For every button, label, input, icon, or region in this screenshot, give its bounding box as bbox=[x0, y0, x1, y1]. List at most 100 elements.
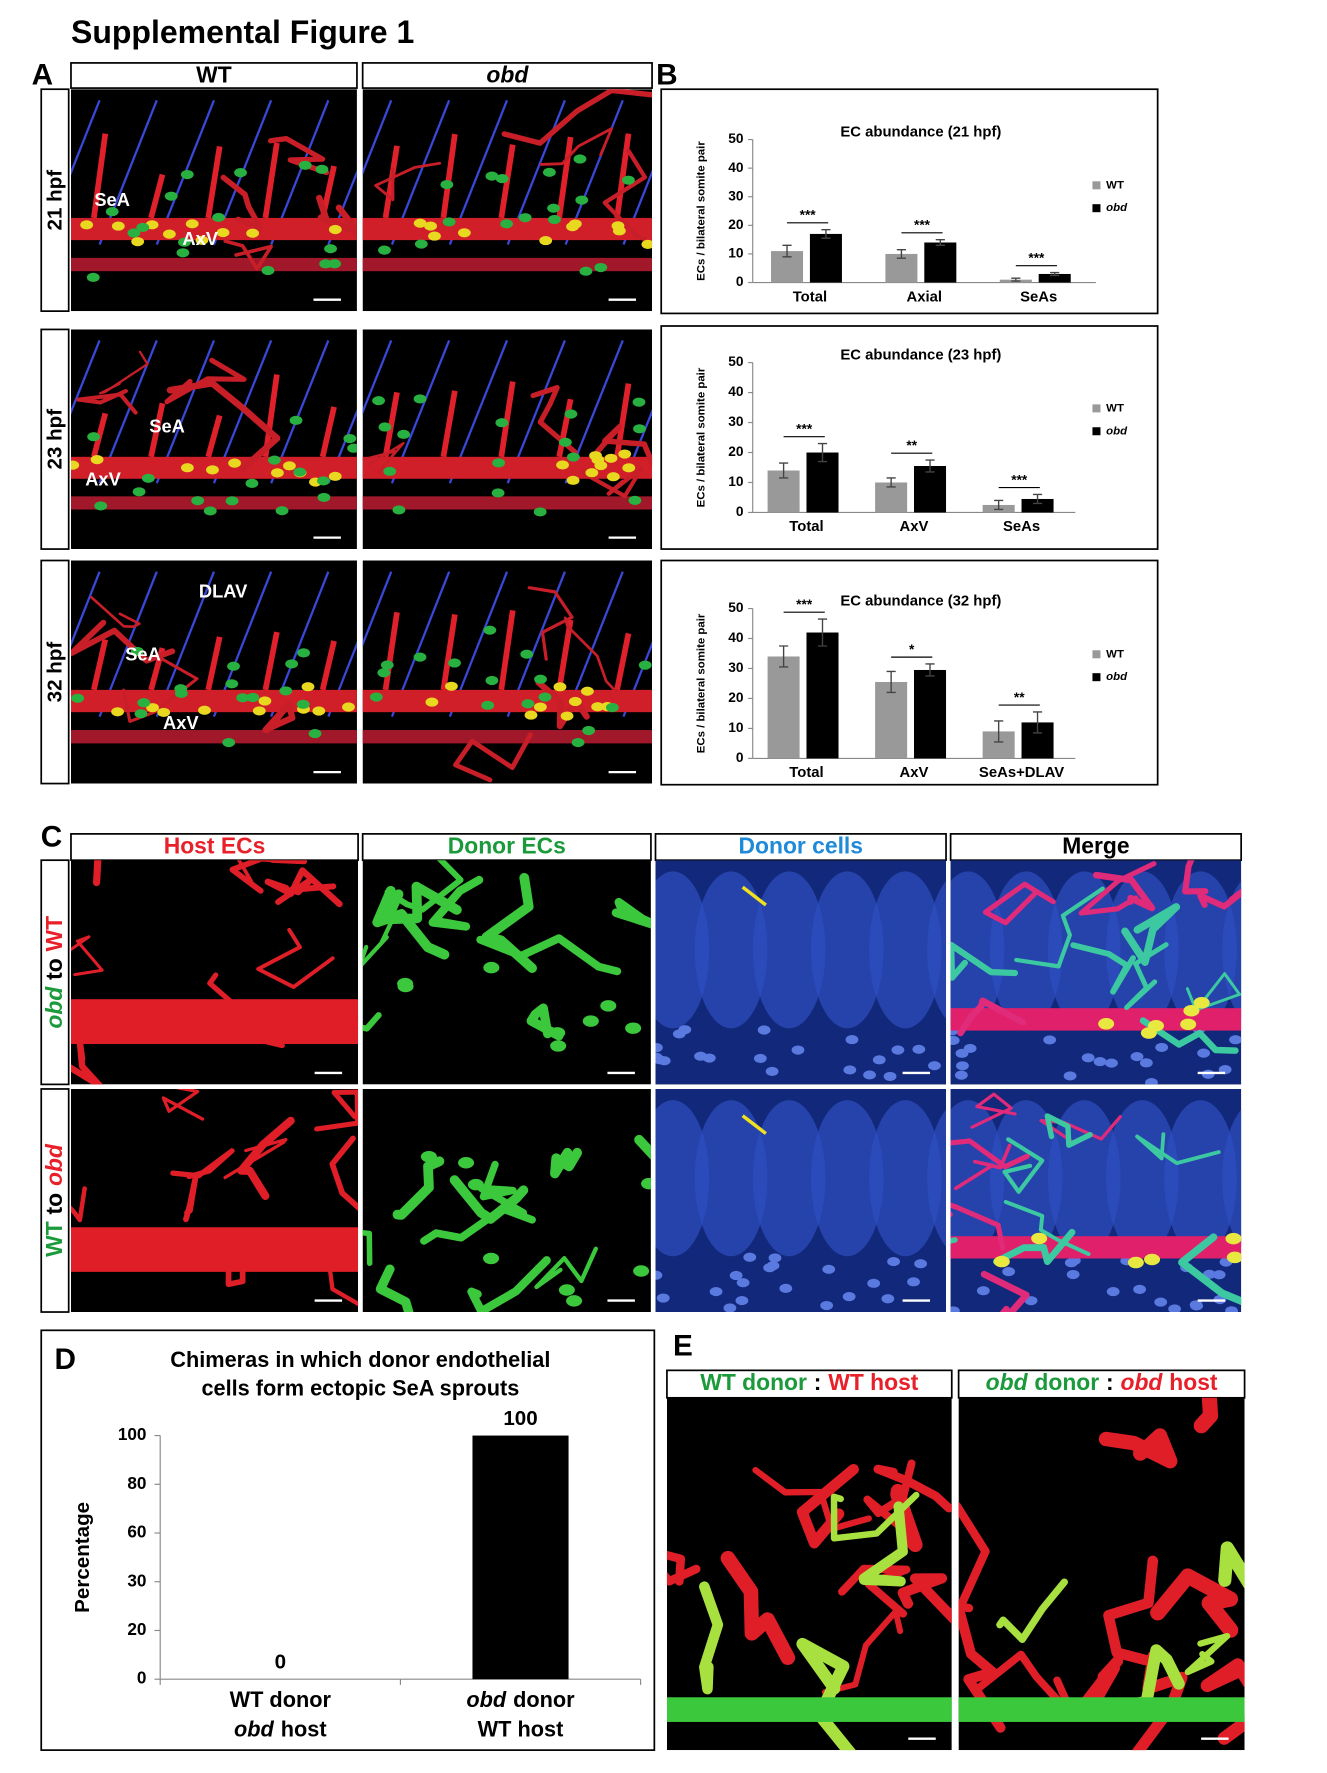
x-tick-label: Total bbox=[789, 765, 823, 781]
nucleus bbox=[275, 506, 289, 516]
muscle-cell bbox=[655, 871, 710, 1029]
error-bar bbox=[935, 238, 945, 247]
bar bbox=[924, 242, 957, 283]
vessel bbox=[563, 616, 618, 693]
significance: *** bbox=[796, 597, 813, 612]
y-axis-label: ECs / bilateral somite pair bbox=[695, 141, 707, 281]
micrograph bbox=[70, 860, 359, 1085]
chart-title: EC abundance (32 hpf) bbox=[840, 594, 1001, 610]
legend-label: WT bbox=[1106, 179, 1124, 191]
y-tick-label: 0 bbox=[137, 1668, 147, 1688]
nucleus bbox=[203, 506, 217, 516]
nucleus bbox=[1105, 1058, 1118, 1068]
nucleus bbox=[1031, 1232, 1048, 1245]
y-tick-label: 0 bbox=[736, 274, 744, 289]
nucleus bbox=[261, 265, 275, 276]
nucleus bbox=[534, 674, 547, 684]
nucleus bbox=[594, 262, 608, 273]
nucleus bbox=[164, 191, 178, 201]
nucleus bbox=[206, 465, 219, 475]
vessel-band bbox=[70, 999, 359, 1045]
nucleus bbox=[1133, 1284, 1146, 1294]
muscle-cell bbox=[694, 1100, 768, 1257]
legend-swatch bbox=[1092, 650, 1101, 659]
frame bbox=[660, 88, 1159, 315]
vessel bbox=[1103, 1555, 1159, 1666]
muscle-cell bbox=[869, 871, 942, 1029]
muscle-cell bbox=[1222, 1109, 1242, 1247]
bar bbox=[914, 669, 947, 759]
legend-label: obd bbox=[1106, 671, 1128, 683]
nucleus bbox=[467, 1178, 484, 1191]
nucleus bbox=[912, 1044, 926, 1054]
x-tick-label: WT host bbox=[478, 1716, 564, 1741]
nucleus bbox=[779, 1283, 793, 1293]
frame bbox=[70, 62, 358, 89]
error-bar bbox=[886, 670, 896, 694]
vessel bbox=[362, 915, 396, 967]
sprout bbox=[148, 402, 166, 458]
nucleus bbox=[485, 675, 499, 686]
nucleus bbox=[195, 235, 209, 245]
legend-swatch bbox=[1092, 673, 1101, 682]
nucleus bbox=[174, 684, 188, 694]
sprout bbox=[319, 406, 337, 458]
legend-swatch bbox=[1092, 427, 1101, 436]
x-tick-label: AxV bbox=[900, 765, 929, 781]
micrograph bbox=[950, 1088, 1242, 1313]
nucleus bbox=[301, 682, 315, 692]
text-run: obd bbox=[41, 1143, 67, 1186]
panel-label: E bbox=[673, 1329, 693, 1362]
legend-label: obd bbox=[1106, 425, 1128, 437]
nucleus bbox=[1226, 1251, 1242, 1264]
y-tick-label: 40 bbox=[728, 160, 744, 175]
error-bar bbox=[779, 645, 789, 668]
vessel bbox=[838, 1564, 911, 1618]
nucleus bbox=[655, 1043, 663, 1053]
frame bbox=[660, 325, 1159, 550]
y-axis-label: ECs / bilateral somite pair bbox=[695, 367, 707, 507]
somite-line bbox=[362, 339, 393, 415]
vessel bbox=[1185, 972, 1242, 1012]
nucleus bbox=[283, 461, 296, 471]
nucleus bbox=[618, 449, 632, 459]
nucleus bbox=[80, 220, 94, 230]
muscle-cell bbox=[869, 1100, 942, 1257]
y-tick-label: 50 bbox=[728, 600, 744, 615]
vessel bbox=[1193, 1397, 1219, 1434]
muscle-cell bbox=[1164, 871, 1237, 1029]
column-header: Donor cells bbox=[739, 833, 864, 859]
somite-line bbox=[70, 99, 101, 176]
vessel bbox=[453, 732, 533, 783]
nucleus bbox=[162, 229, 176, 239]
vessel bbox=[70, 619, 176, 664]
micrograph bbox=[666, 1397, 952, 1751]
nucleus bbox=[566, 475, 580, 485]
text-run: : bbox=[814, 1369, 822, 1395]
image-bg bbox=[362, 860, 651, 1085]
nucleus bbox=[735, 1295, 749, 1306]
nucleus bbox=[591, 702, 605, 712]
y-tick-label: 30 bbox=[728, 188, 744, 203]
nucleus bbox=[258, 696, 272, 706]
nucleus bbox=[127, 228, 141, 238]
y-tick-label: 10 bbox=[728, 474, 744, 489]
text-run: obd bbox=[41, 986, 67, 1029]
error-bar bbox=[779, 462, 789, 479]
significance: *** bbox=[796, 421, 813, 436]
nucleus bbox=[843, 1065, 857, 1075]
vessel bbox=[237, 1116, 295, 1200]
sprout bbox=[262, 142, 280, 219]
text-run: WT bbox=[41, 916, 67, 952]
nucleus bbox=[560, 711, 574, 721]
nucleus bbox=[582, 1015, 599, 1027]
nucleus bbox=[483, 1252, 500, 1265]
significance: *** bbox=[800, 208, 817, 223]
muscle-cell bbox=[810, 1100, 884, 1257]
nucleus bbox=[1183, 1005, 1200, 1017]
vessel bbox=[374, 161, 442, 202]
nucleus bbox=[225, 496, 239, 506]
nucleus bbox=[766, 1261, 780, 1271]
nucleus bbox=[495, 418, 509, 428]
nucleus bbox=[571, 737, 585, 748]
